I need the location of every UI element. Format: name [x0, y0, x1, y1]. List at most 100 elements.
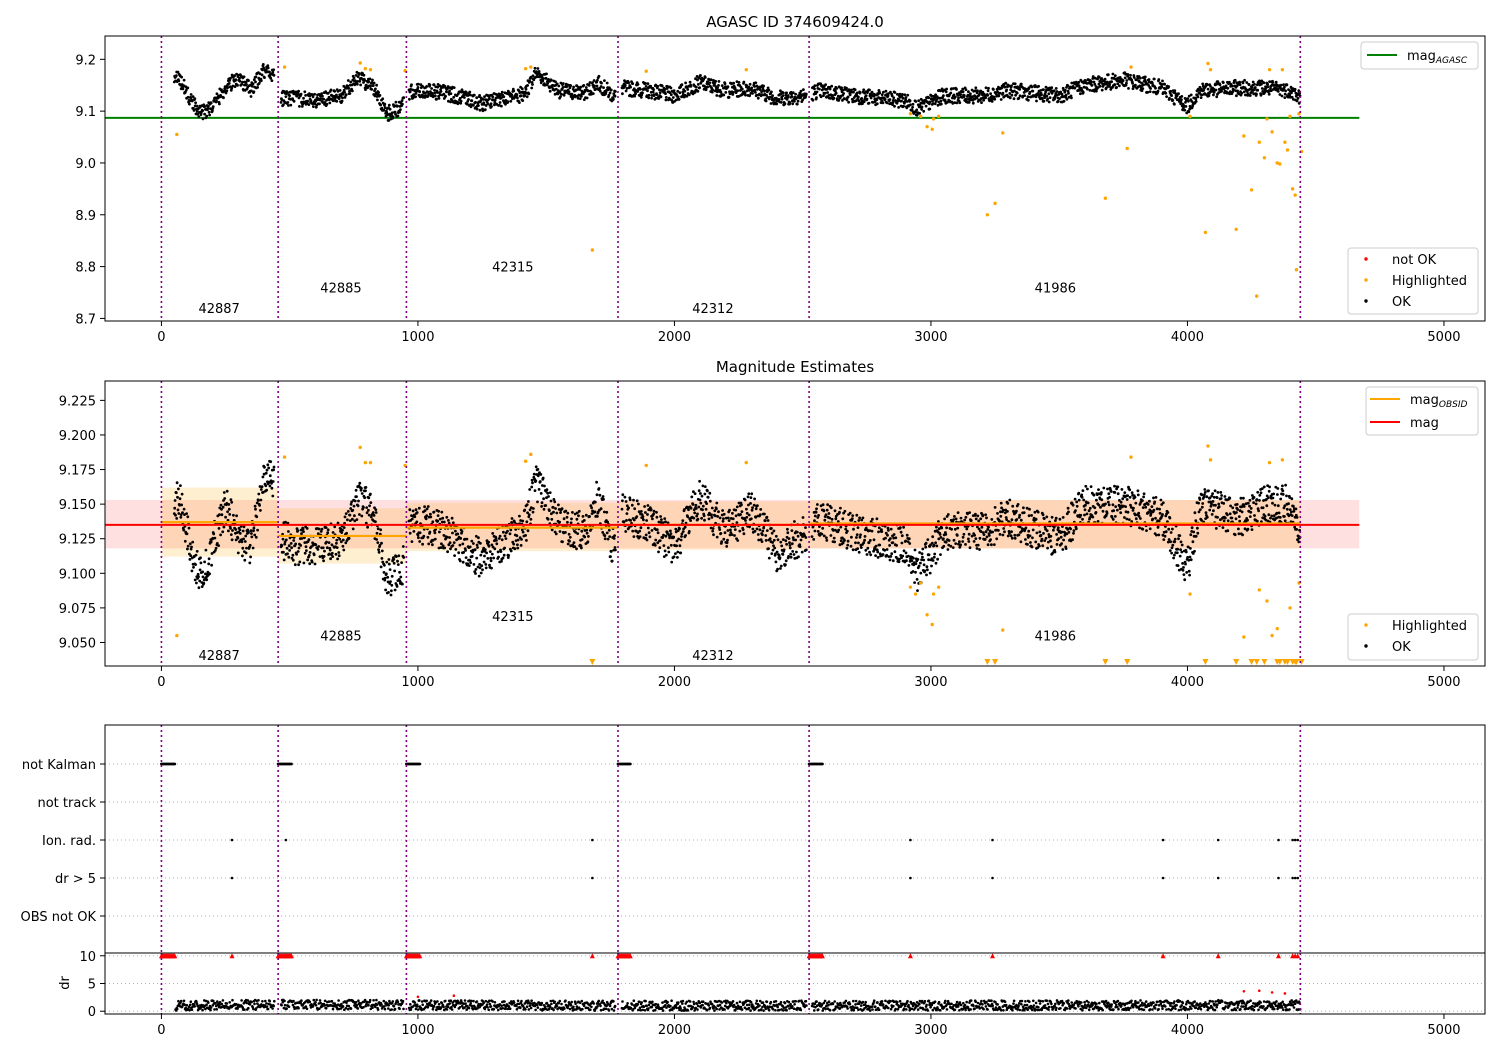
ok-point: [1059, 535, 1063, 539]
ok-point: [1061, 548, 1065, 551]
ok-point: [515, 93, 519, 97]
ok-point: [991, 530, 994, 534]
ok-point: [1088, 88, 1092, 92]
ok-point: [777, 554, 781, 557]
ok-point: [279, 101, 283, 104]
ok-point: [433, 537, 437, 541]
ok-point: [415, 89, 419, 93]
ok-point: [569, 84, 573, 88]
ok-point: [236, 551, 240, 555]
ok-point: [1238, 80, 1242, 84]
ok-point: [1012, 97, 1016, 101]
ok-point: [875, 517, 879, 521]
ok-point: [367, 508, 370, 512]
ok-point: [1116, 82, 1120, 86]
ok-point: [1049, 539, 1052, 543]
ok-point: [859, 546, 863, 549]
ok-point: [1266, 85, 1270, 89]
ok-point: [687, 530, 691, 533]
ok-point: [911, 570, 915, 573]
ok-point: [839, 525, 843, 529]
ok-point: [663, 549, 667, 553]
ok-point: [964, 88, 968, 91]
ok-point: [927, 558, 930, 562]
ok-point: [1069, 527, 1072, 531]
ok-point: [564, 509, 568, 513]
ok-point: [1008, 92, 1012, 95]
ok-point: [770, 527, 773, 530]
ok-point: [495, 539, 498, 542]
ok-point: [554, 80, 557, 84]
ok-point: [1062, 99, 1066, 103]
ok-point: [876, 556, 880, 559]
ok-point: [1057, 537, 1061, 540]
ok-point: [1256, 88, 1260, 92]
ok-point: [764, 534, 768, 537]
ok-point: [254, 507, 257, 511]
ok-point: [950, 527, 953, 531]
ok-point: [500, 90, 504, 94]
ok-point: [550, 517, 554, 521]
ok-point: [908, 542, 912, 545]
y-tick-label: 9.050: [59, 636, 96, 651]
obsid-label: 42315: [492, 261, 533, 276]
ok-point: [992, 543, 996, 546]
ok-point: [554, 87, 558, 91]
ok-point: [804, 92, 808, 96]
ok-point: [839, 506, 842, 510]
ok-point: [890, 94, 894, 98]
ok-point: [328, 548, 332, 552]
ok-point: [271, 494, 275, 498]
ok-point: [317, 545, 321, 548]
ok-point: [953, 515, 956, 518]
ok-point: [238, 76, 241, 80]
ok-point: [599, 507, 603, 511]
ok-point: [1079, 92, 1082, 96]
ok-point: [1187, 110, 1191, 114]
ok-point: [1126, 73, 1130, 76]
ok-point: [483, 108, 487, 111]
ok-point: [949, 544, 953, 548]
ok-point: [907, 564, 911, 567]
ok-point: [779, 567, 782, 570]
ok-point: [649, 84, 653, 88]
ok-point: [196, 112, 200, 116]
ok-point: [780, 97, 784, 101]
ok-point: [340, 99, 344, 103]
ok-point: [385, 560, 389, 564]
ok-point: [287, 104, 290, 107]
ok-point: [533, 66, 537, 70]
ok-point: [1086, 87, 1089, 91]
ok-point: [401, 582, 404, 586]
ok-point: [527, 500, 530, 503]
ok-point: [351, 517, 354, 521]
ok-point: [235, 514, 239, 518]
ok-point: [527, 92, 531, 96]
ok-point: [678, 544, 682, 548]
ok-point: [645, 94, 649, 98]
ok-point: [226, 510, 230, 514]
ok-point: [210, 563, 214, 567]
ok-point: [250, 89, 253, 93]
ok-point: [662, 533, 665, 537]
ok-point: [793, 520, 796, 523]
ok-point: [726, 538, 729, 542]
ok-point: [178, 497, 182, 501]
ok-point: [363, 496, 367, 500]
ok-point: [756, 533, 760, 536]
ok-point: [392, 558, 396, 561]
ok-point: [721, 519, 725, 523]
ok-point: [1045, 515, 1049, 519]
ok-point: [562, 93, 566, 97]
ok-point: [433, 88, 436, 92]
ok-point: [971, 95, 974, 99]
ok-point: [587, 89, 590, 93]
ok-point: [871, 517, 874, 521]
ok-point: [1097, 82, 1101, 86]
ok-point: [364, 489, 367, 493]
ok-point: [644, 82, 647, 85]
ok-point: [298, 560, 302, 564]
ok-point: [893, 550, 897, 554]
ok-point: [715, 94, 719, 97]
ok-point: [504, 537, 508, 540]
